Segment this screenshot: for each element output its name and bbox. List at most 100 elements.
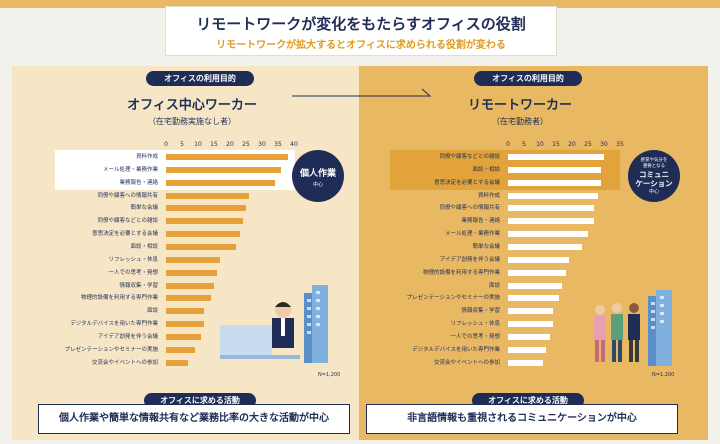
bar xyxy=(166,243,237,250)
category-label: プレゼンテーションやセミナーの実施 xyxy=(406,295,500,302)
office-worker-illustration xyxy=(220,285,328,363)
category-label: リフレッシュ・休息 xyxy=(450,321,500,328)
x-tick-label: 20 xyxy=(226,141,234,148)
x-tick-label: 10 xyxy=(536,141,544,148)
category-label: デジタルデバイスを用いた専門作業 xyxy=(412,346,500,353)
x-tick-label: 10 xyxy=(194,141,202,148)
category-label: デジタルデバイスを用いた専門作業 xyxy=(70,321,158,328)
left-highlight-circle: 個人作業 中心 xyxy=(292,150,344,202)
x-tick-label: 5 xyxy=(522,141,526,148)
right-activity-box: 非言語情報も重視されるコミュニケーションが中心 xyxy=(366,404,678,434)
x-tick-label: 40 xyxy=(290,141,298,148)
x-tick-label: 25 xyxy=(242,141,250,148)
category-label: メール処理・業務作業 xyxy=(444,231,500,238)
bar xyxy=(508,192,598,199)
category-label: 一人での思考・発想 xyxy=(108,269,158,276)
bar xyxy=(508,359,544,366)
category-label: アイデア創発を伴う会議 xyxy=(97,333,158,340)
title-box: リモートワークが変化をもたらすオフィスの役割 リモートワークが拡大するとオフィス… xyxy=(165,6,557,56)
category-label: プレゼンテーションやセミナーの実施 xyxy=(64,346,158,353)
right-highlight-circle: 感覚や気分を 重要となる コミュニ ケーション 中心 xyxy=(628,150,680,202)
x-tick-label: 0 xyxy=(164,141,168,148)
x-tick-label: 30 xyxy=(258,141,266,148)
category-label: 簡単な会議 xyxy=(472,243,500,250)
right-circle-small: 感覚や気分を 重要となる xyxy=(640,158,668,169)
right-n-label: N=1,200 xyxy=(652,372,675,378)
right-heading: リモートワーカー xyxy=(467,98,572,113)
bar xyxy=(166,321,205,328)
x-tick-label: 5 xyxy=(180,141,184,148)
category-label: メール処理・業務作業 xyxy=(102,166,158,173)
left-n-label: N=1,200 xyxy=(318,372,341,378)
x-tick-label: 0 xyxy=(506,141,510,148)
bar xyxy=(508,218,595,225)
category-label: 面談 xyxy=(488,282,500,289)
bar xyxy=(166,359,189,366)
right-circle-label: コミュニ ケーション xyxy=(635,170,673,188)
category-label: リフレッシュ・休息 xyxy=(108,256,158,263)
bar xyxy=(166,154,288,160)
category-label: 意思決定を必要とする会議 xyxy=(92,231,158,238)
bar xyxy=(508,205,595,212)
left-heading: オフィス中心ワーカー xyxy=(127,98,257,113)
category-label: 交流会やイベントへの参加 xyxy=(433,359,500,366)
left-circle-label: 個人作業 xyxy=(299,169,336,179)
bar xyxy=(166,166,282,173)
x-tick-label: 25 xyxy=(584,141,592,148)
category-label: 簡単な会議 xyxy=(130,205,158,212)
bar xyxy=(166,205,246,212)
page-subtitle: リモートワークが拡大するとオフィスに求められる役割が変わる xyxy=(216,40,506,51)
bar xyxy=(508,166,601,173)
category-label: 同僚や顧客への情報共有 xyxy=(97,192,158,199)
bar xyxy=(166,295,211,302)
category-label: 一人での思考・発想 xyxy=(450,333,500,340)
category-label: 意思決定を必要とする会議 xyxy=(434,179,500,186)
bar xyxy=(508,295,560,302)
bar xyxy=(508,231,588,238)
left-subheading: （在宅勤務実施なし者） xyxy=(148,117,236,126)
remote-workers-illustration xyxy=(594,290,672,366)
right-circle-note: 中心 xyxy=(648,189,659,195)
bar xyxy=(508,256,569,263)
top-strip xyxy=(0,0,720,8)
category-label: 資料作成 xyxy=(477,192,500,199)
bar xyxy=(508,333,550,340)
bar xyxy=(508,321,553,328)
category-label: 交流会やイベントへの参加 xyxy=(91,359,158,366)
x-tick-label: 15 xyxy=(210,141,218,148)
category-label: 業務報告・連絡 xyxy=(119,179,158,186)
bar xyxy=(166,192,250,199)
category-label: 資料作成 xyxy=(135,154,158,160)
bar xyxy=(508,243,582,250)
category-label: 情報収集・学習 xyxy=(461,308,500,315)
left-panel xyxy=(12,66,359,440)
x-tick-label: 20 xyxy=(568,141,576,148)
bar xyxy=(508,179,601,186)
x-tick-label: 30 xyxy=(600,141,608,148)
right-purpose-pill: オフィスの利用目的 xyxy=(474,71,582,86)
category-label: 同僚や顧客への情報共有 xyxy=(439,205,500,212)
bar xyxy=(166,231,240,238)
page-title: リモートワークが変化をもたらすオフィスの役割 xyxy=(196,15,526,33)
right-subheading: （在宅勤務者） xyxy=(492,117,548,126)
category-label: 情報収集・学習 xyxy=(119,282,158,289)
left-activity-box: 個人作業や簡単な情報共有など業務比率の大きな活動が中心 xyxy=(38,404,350,434)
category-label: 同僚や顧客などとの雑談 xyxy=(439,154,500,160)
bar xyxy=(166,269,218,276)
category-label: 同僚や顧客などとの雑談 xyxy=(97,218,158,225)
bar xyxy=(508,346,547,353)
right-panel xyxy=(359,66,708,440)
category-label: 物理的設備を利用する専門作業 xyxy=(80,295,158,302)
category-label: 物理的設備を利用する専門作業 xyxy=(422,269,500,276)
bar xyxy=(166,333,202,340)
left-circle-note: 中心 xyxy=(312,182,323,188)
bar xyxy=(508,154,604,160)
x-tick-label: 35 xyxy=(274,141,282,148)
bar xyxy=(508,282,563,289)
bar xyxy=(166,346,195,353)
left-purpose-pill: オフィスの利用目的 xyxy=(146,71,254,86)
bar xyxy=(166,179,275,186)
category-label: 面談・相談 xyxy=(472,166,500,173)
